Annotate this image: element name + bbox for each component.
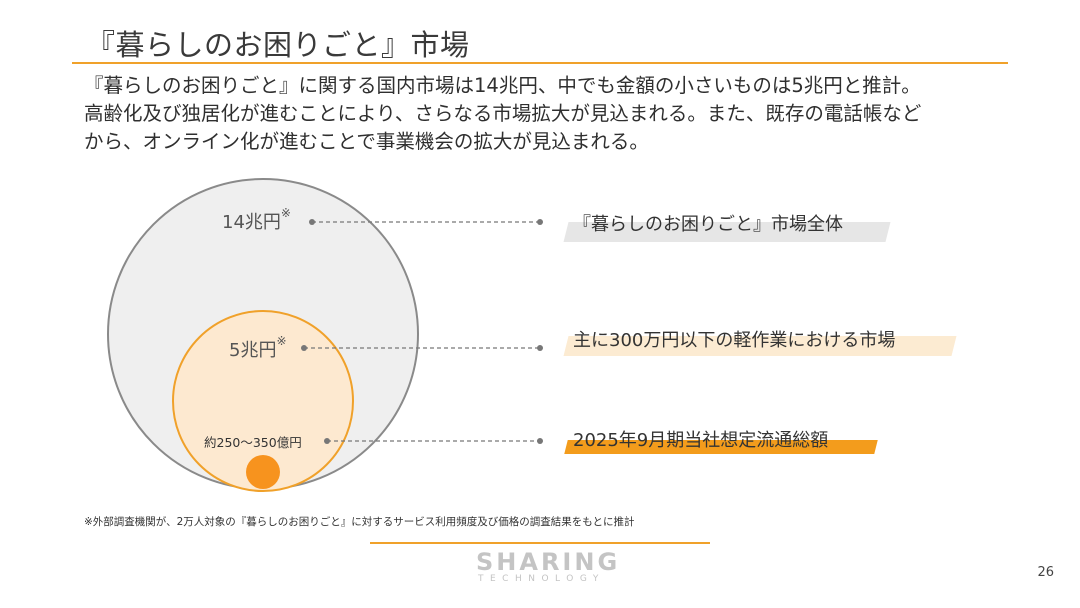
medium-market-value: 5兆円※ — [229, 334, 287, 361]
medium-market-description: 主に300万円以下の軽作業における市場 — [573, 330, 896, 351]
note-mark: ※ — [280, 206, 291, 220]
leader-dot — [537, 219, 543, 225]
large-market-description: 『暮らしのお困りごと』市場全体 — [573, 214, 843, 235]
intro-line: から、オンライン化が進むことで事業機会の拡大が見込まれる。 — [84, 130, 649, 153]
intro-line: 『暮らしのお困りごと』に関する国内市場は14兆円、中でも金額の小さいものは5兆円… — [84, 74, 921, 97]
leader-dot — [324, 438, 330, 444]
leader-dot — [537, 438, 543, 444]
intro-line: 高齢化及び独居化が進むことにより、さらなる市場拡大が見込まれる。また、既存の電話… — [84, 102, 922, 125]
footnote: ※外部調査機関が、2万人対象の『暮らしのお困りごと』に対するサービス利用頻度及び… — [84, 516, 635, 528]
slide-title: 『暮らしのお困りごと』市場 — [86, 28, 470, 62]
leader-dot — [537, 345, 543, 351]
small-market-description: 2025年9月期当社想定流通総額 — [573, 430, 829, 451]
small-market-value: 約250～350億円 — [204, 435, 302, 450]
large-market-value: 14兆円※ — [222, 206, 291, 233]
leader-dot — [309, 219, 315, 225]
page-number: 26 — [1037, 565, 1054, 580]
medium-market-circle — [172, 310, 354, 492]
company-logo: SHARING — [476, 548, 621, 576]
leader-dot — [301, 345, 307, 351]
title-underline — [72, 62, 1008, 64]
logo-rule — [370, 542, 710, 544]
intro-text: 『暮らしのお困りごと』に関する国内市場は14兆円、中でも金額の小さいものは5兆円… — [84, 72, 1004, 156]
note-mark: ※ — [276, 334, 287, 348]
company-logo-subtitle: TECHNOLOGY — [478, 574, 605, 584]
small-market-circle — [246, 455, 280, 489]
